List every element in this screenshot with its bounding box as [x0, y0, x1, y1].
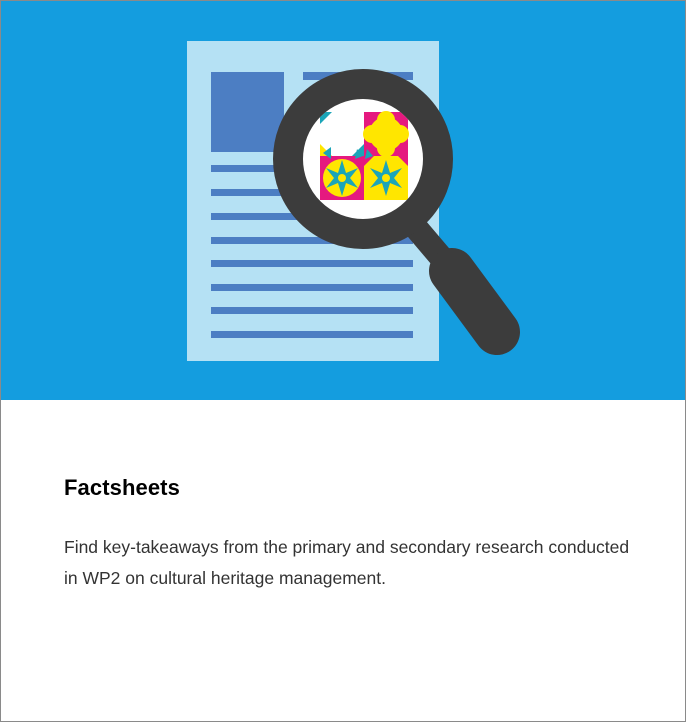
magnifying-glass-icon	[273, 69, 520, 355]
hero-illustration	[1, 1, 685, 400]
tile-pattern-icon	[320, 111, 409, 200]
card-description: Find key-takeaways from the primary and …	[64, 537, 630, 588]
card-title: Factsheets	[64, 475, 180, 500]
illustration-svg	[187, 41, 520, 361]
